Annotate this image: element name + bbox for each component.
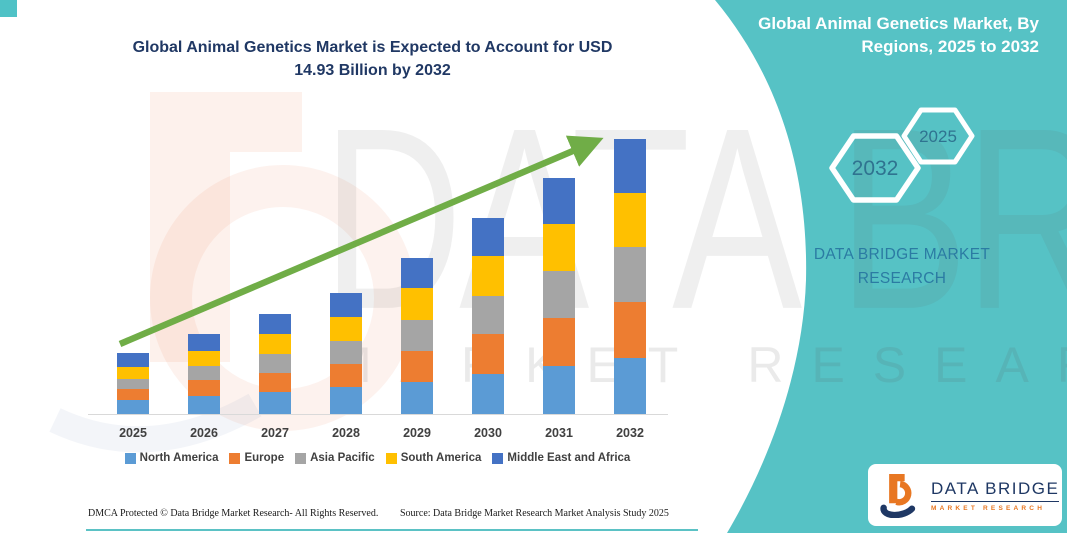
hexagon-2032-label: 2032	[852, 157, 899, 180]
x-axis-label-2028: 2028	[332, 426, 360, 440]
bar-segment	[117, 353, 149, 367]
bar-segment	[259, 391, 291, 415]
footer-source: Source: Data Bridge Market Research Mark…	[400, 508, 669, 519]
chart-title-line2: 14.93 Billion by 2032	[294, 62, 451, 80]
legend-label: North America	[139, 452, 219, 464]
bar-segment	[259, 372, 291, 392]
legend-swatch-icon	[492, 452, 504, 464]
bar-segment	[330, 363, 362, 388]
bar-segment	[188, 380, 220, 396]
bar-segment	[330, 387, 362, 415]
x-axis-label-2029: 2029	[403, 426, 431, 440]
bar-segment	[117, 399, 149, 415]
x-axis-line	[88, 414, 668, 415]
logo-text-block: DATA BRIDGE MARKET RESEARCH	[931, 479, 1060, 512]
bar-segment	[117, 389, 149, 400]
bar-segment	[472, 373, 504, 415]
chart-title: Global Animal Genetics Market is Expecte…	[100, 36, 645, 82]
x-axis-label-2030: 2030	[474, 426, 502, 440]
bar-segment	[188, 395, 220, 415]
chart-title-line1: Global Animal Genetics Market is Expecte…	[132, 39, 613, 56]
bar-segment	[117, 366, 149, 379]
data-bridge-logo-icon	[880, 474, 916, 518]
legend-label: Middle East and Africa	[507, 452, 631, 464]
legend-swatch-icon	[295, 452, 307, 464]
logo-name: DATA BRIDGE	[931, 479, 1060, 502]
hexagon-2032	[829, 133, 921, 203]
bar-segment	[117, 378, 149, 390]
bar-segment	[401, 381, 433, 415]
logo-tagline: MARKET RESEARCH	[931, 504, 1046, 512]
brand-wordmark-line2: RESEARCH	[857, 270, 947, 288]
legend-label: South America	[400, 452, 482, 464]
x-axis-label-2026: 2026	[190, 426, 218, 440]
hexagon-2025	[901, 107, 975, 165]
legend-label: Asia Pacific	[310, 452, 375, 464]
legend-item: Middle East and Africa	[492, 452, 630, 464]
bar-2026	[188, 334, 220, 415]
x-axis-label-2025: 2025	[119, 426, 147, 440]
bar-segment	[614, 357, 646, 415]
chart-legend: North America Europe Asia Pacific South Ame…	[85, 452, 670, 464]
x-axis-label-2027: 2027	[261, 426, 289, 440]
bar-segment	[614, 139, 646, 193]
bar-segment	[614, 192, 646, 248]
bar-segment	[614, 247, 646, 303]
bar-segment	[259, 353, 291, 373]
legend-swatch-icon	[229, 452, 241, 464]
brand-wordmark: DATA BRIDGE MARKET RESEARCH	[777, 243, 1027, 291]
bar-segment	[188, 351, 220, 367]
hexagon-2025-label: 2025	[919, 127, 957, 146]
legend-label: Europe	[244, 452, 285, 464]
legend-swatch-icon	[385, 452, 397, 464]
bar-2032	[614, 139, 646, 415]
panel-title-line1: Global Animal Genetics Market, By	[758, 14, 1039, 33]
x-axis-label-2031: 2031	[545, 426, 573, 440]
footer-copyright: DMCA Protected © Data Bridge Market Rese…	[88, 508, 379, 519]
corner-accent-square	[0, 0, 17, 17]
bar-segment	[543, 365, 575, 415]
bar-2025	[117, 353, 149, 415]
bar-segment	[614, 302, 646, 358]
legend-swatch-icon	[124, 452, 136, 464]
bar-segment	[188, 366, 220, 381]
legend-item: North America	[124, 452, 219, 464]
legend-item: Asia Pacific	[295, 452, 375, 464]
legend-item: Europe	[229, 452, 284, 464]
bar-segment	[401, 351, 433, 382]
bottom-accent-line	[86, 529, 698, 531]
logo-card: DATA BRIDGE MARKET RESEARCH	[868, 464, 1062, 526]
legend-item: South America	[385, 452, 482, 464]
panel-title: Global Animal Genetics Market, By Region…	[709, 13, 1039, 59]
brand-wordmark-line1: DATA BRIDGE MARKET	[813, 246, 991, 263]
panel-title-line2: Regions, 2025 to 2032	[861, 36, 1039, 56]
x-axis-label-2032: 2032	[616, 426, 644, 440]
